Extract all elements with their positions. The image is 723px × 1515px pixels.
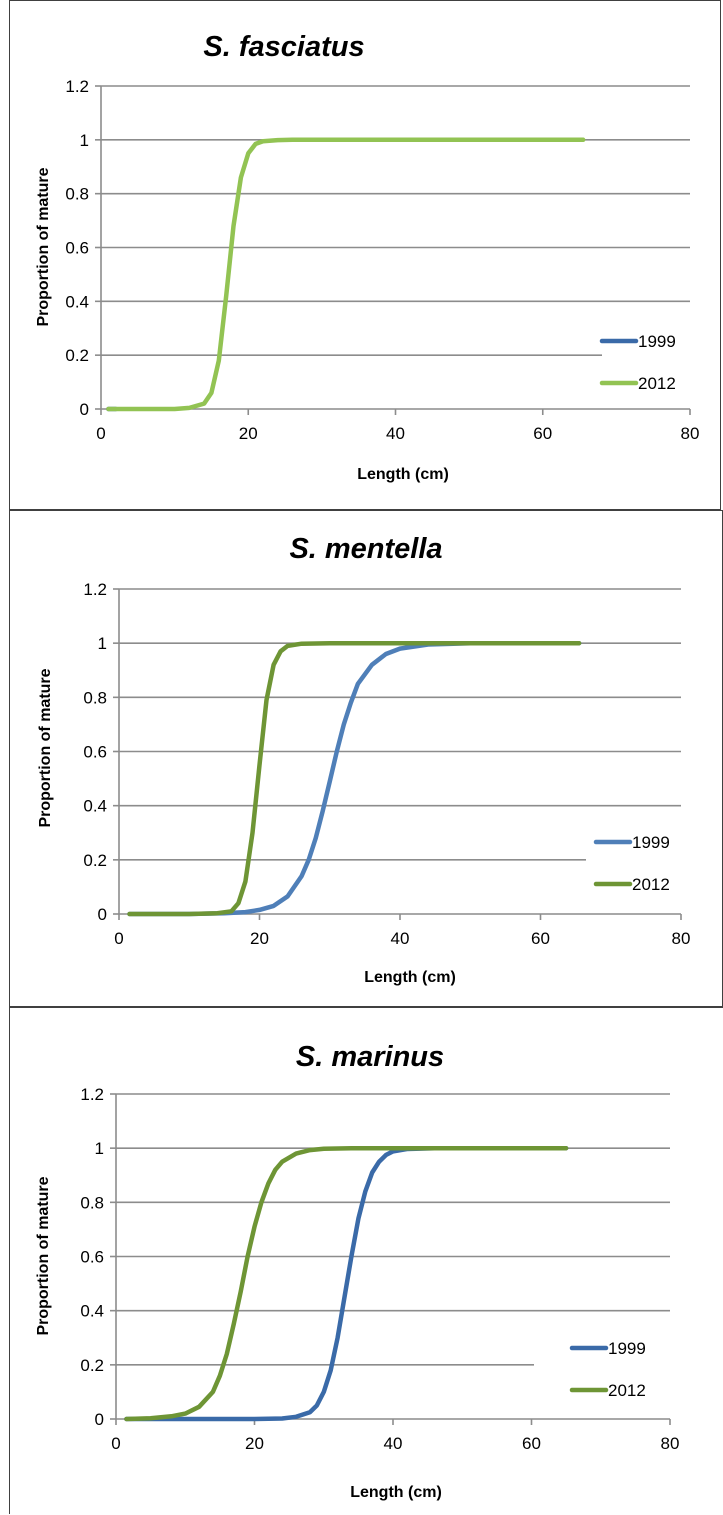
y-tick-label: 0 [98, 905, 107, 924]
series-line-2012 [106, 137, 586, 412]
x-axis-title: Length (cm) [364, 969, 456, 986]
legend-label-1999: 1999 [608, 1339, 646, 1358]
series-line-1999 [127, 640, 582, 917]
y-tick-label: 0.6 [83, 743, 107, 762]
y-tick-label: 0.2 [65, 346, 89, 365]
x-tick-label: 20 [239, 424, 258, 443]
chart-panel-mentella: 0 0.2 0.4 0.6 0.8 1 1.2 0 20 40 60 80 S. mentella Len… [9, 510, 723, 1007]
y-axis-title: Proportion of mature [35, 1176, 52, 1335]
y-tick-label: 0.4 [80, 1302, 104, 1321]
x-axis-title: Length (cm) [357, 466, 449, 483]
legend-label-2012: 2012 [638, 374, 676, 393]
chart-panel-marinus: 0 0.2 0.4 0.6 0.8 1 1.2 0 20 40 60 80 S. marinus Leng… [9, 1007, 723, 1514]
y-tick-label: 0.4 [65, 292, 89, 311]
y-tick-label: 0.6 [80, 1248, 104, 1267]
y-tick-label: 1.2 [83, 580, 107, 599]
x-tick-label: 60 [522, 1434, 541, 1453]
legend-label-2012: 2012 [608, 1381, 646, 1400]
y-tick-label: 0.4 [83, 797, 107, 816]
y-axis-title: Proportion of mature [35, 167, 52, 326]
y-tick-label: 0.8 [83, 688, 107, 707]
chart-title: S. mentella [289, 533, 442, 565]
chart-title: S. marinus [296, 1041, 444, 1073]
y-tick-label: 0.6 [65, 239, 89, 258]
x-tick-label: 20 [245, 1434, 264, 1453]
y-tick-label: 1.2 [80, 1085, 104, 1104]
series-line-2012 [124, 1145, 569, 1422]
x-tick-label: 0 [111, 1434, 120, 1453]
chart-title: S. fasciatus [203, 31, 364, 63]
x-tick-label: 60 [531, 929, 550, 948]
x-tick-label: 80 [681, 424, 700, 443]
chart-marinus: 0 0.2 0.4 0.6 0.8 1 1.2 0 20 40 60 80 S. marinus Leng… [35, 1041, 680, 1501]
x-tick-label: 40 [386, 424, 405, 443]
chart-mentella: 0 0.2 0.4 0.6 0.8 1 1.2 0 20 40 60 80 S. mentella Len… [37, 533, 691, 986]
y-tick-label: 1.2 [65, 77, 89, 96]
x-tick-label: 20 [250, 929, 269, 948]
legend-label-2012: 2012 [632, 875, 670, 894]
y-tick-label: 0.2 [80, 1356, 104, 1375]
chart-panel-fasciatus: 0 0.2 0.4 0.6 0.8 1 1.2 0 20 40 60 80 S. fasciatus Le… [9, 0, 721, 510]
y-axis-title: Proportion of mature [37, 668, 54, 827]
y-tick-label: 1 [95, 1139, 104, 1158]
x-axis-title: Length (cm) [350, 1484, 442, 1501]
x-tick-label: 0 [96, 424, 105, 443]
x-tick-label: 80 [661, 1434, 680, 1453]
x-tick-label: 40 [391, 929, 410, 948]
legend-label-1999: 1999 [638, 332, 676, 351]
legend-label-1999: 1999 [632, 833, 670, 852]
x-tick-label: 40 [384, 1434, 403, 1453]
chart-fasciatus: 0 0.2 0.4 0.6 0.8 1 1.2 0 20 40 60 80 S. fasciatus Le… [35, 31, 700, 483]
x-tick-label: 80 [672, 929, 691, 948]
x-tick-label: 60 [533, 424, 552, 443]
y-tick-label: 0.8 [65, 185, 89, 204]
y-tick-label: 1 [98, 634, 107, 653]
y-tick-label: 0 [95, 1410, 104, 1429]
x-tick-label: 0 [114, 929, 123, 948]
y-tick-label: 1 [80, 131, 89, 150]
series-line-2012 [127, 640, 582, 917]
y-tick-label: 0.2 [83, 851, 107, 870]
y-tick-label: 0 [80, 400, 89, 419]
y-tick-label: 0.8 [80, 1193, 104, 1212]
series-line-1999 [124, 1145, 569, 1422]
